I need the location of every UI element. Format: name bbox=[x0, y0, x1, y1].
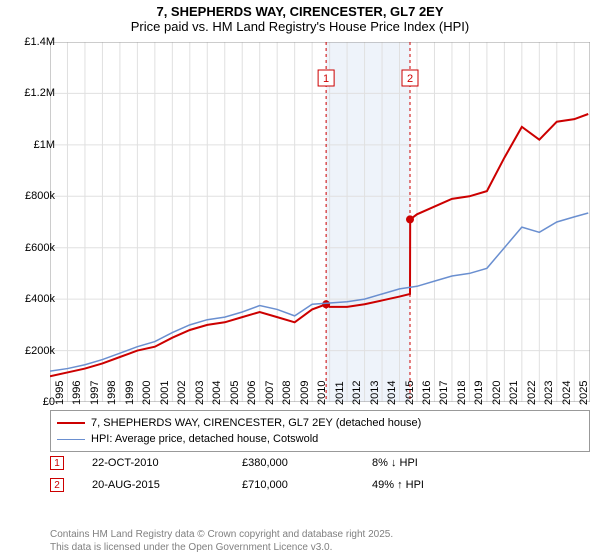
x-tick-label: 2009 bbox=[299, 381, 311, 405]
legend-row-hpi: HPI: Average price, detached house, Cots… bbox=[57, 431, 583, 447]
legend-label-price-paid: 7, SHEPHERDS WAY, CIRENCESTER, GL7 2EY (… bbox=[91, 417, 421, 429]
x-tick-label: 2000 bbox=[141, 381, 153, 405]
footer: Contains HM Land Registry data © Crown c… bbox=[50, 528, 393, 554]
sale-marker-1: 1 bbox=[50, 456, 64, 470]
legend-row-price-paid: 7, SHEPHERDS WAY, CIRENCESTER, GL7 2EY (… bbox=[57, 415, 583, 431]
sale-price-1: £380,000 bbox=[242, 457, 372, 469]
x-tick-label: 2022 bbox=[526, 381, 538, 405]
sale-delta-1: 8% ↓ HPI bbox=[372, 457, 492, 469]
x-tick-label: 2004 bbox=[211, 381, 223, 405]
x-tick-label: 2013 bbox=[369, 381, 381, 405]
title-block: 7, SHEPHERDS WAY, CIRENCESTER, GL7 2EY P… bbox=[0, 0, 600, 36]
x-tick-label: 2010 bbox=[316, 381, 328, 405]
sale-date-2: 20-AUG-2015 bbox=[92, 479, 242, 491]
x-tick-label: 2021 bbox=[508, 381, 520, 405]
x-tick-label: 2006 bbox=[246, 381, 258, 405]
x-tick-label: 2001 bbox=[159, 381, 171, 405]
x-tick-label: 2017 bbox=[438, 381, 450, 405]
svg-text:2: 2 bbox=[407, 73, 413, 85]
legend-swatch-hpi bbox=[57, 439, 85, 440]
x-tick-label: 2025 bbox=[578, 381, 590, 405]
y-tick-label: £800k bbox=[5, 190, 55, 202]
x-tick-label: 1998 bbox=[106, 381, 118, 405]
sale-marker-2: 2 bbox=[50, 478, 64, 492]
legend-label-hpi: HPI: Average price, detached house, Cots… bbox=[91, 433, 318, 445]
legend-swatch-price-paid bbox=[57, 422, 85, 424]
x-tick-label: 2023 bbox=[543, 381, 555, 405]
x-tick-label: 1999 bbox=[124, 381, 136, 405]
x-tick-label: 2015 bbox=[404, 381, 416, 405]
x-tick-label: 1995 bbox=[54, 381, 66, 405]
y-tick-label: £600k bbox=[5, 242, 55, 254]
y-tick-label: £200k bbox=[5, 345, 55, 357]
y-tick-label: £1M bbox=[5, 139, 55, 151]
line-chart: 12 bbox=[50, 42, 590, 402]
x-tick-label: 2014 bbox=[386, 381, 398, 405]
y-tick-label: £1.2M bbox=[5, 87, 55, 99]
x-tick-label: 2012 bbox=[351, 381, 363, 405]
sale-row-1: 1 22-OCT-2010 £380,000 8% ↓ HPI bbox=[50, 452, 590, 474]
x-tick-label: 2020 bbox=[491, 381, 503, 405]
sale-date-1: 22-OCT-2010 bbox=[92, 457, 242, 469]
sale-delta-2: 49% ↑ HPI bbox=[372, 479, 492, 491]
x-tick-label: 2011 bbox=[334, 381, 346, 405]
x-tick-label: 2024 bbox=[561, 381, 573, 405]
y-tick-label: £0 bbox=[5, 396, 55, 408]
x-tick-label: 1996 bbox=[71, 381, 83, 405]
x-tick-label: 2003 bbox=[194, 381, 206, 405]
footer-line1: Contains HM Land Registry data © Crown c… bbox=[50, 528, 393, 541]
sale-price-2: £710,000 bbox=[242, 479, 372, 491]
x-tick-label: 2008 bbox=[281, 381, 293, 405]
x-tick-label: 2007 bbox=[264, 381, 276, 405]
x-tick-label: 2005 bbox=[229, 381, 241, 405]
title-line2: Price paid vs. HM Land Registry's House … bbox=[0, 19, 600, 34]
chart-container: 7, SHEPHERDS WAY, CIRENCESTER, GL7 2EY P… bbox=[0, 0, 600, 560]
x-tick-label: 2018 bbox=[456, 381, 468, 405]
sale-row-2: 2 20-AUG-2015 £710,000 49% ↑ HPI bbox=[50, 474, 590, 496]
footer-line2: This data is licensed under the Open Gov… bbox=[50, 541, 393, 554]
y-tick-label: £1.4M bbox=[5, 36, 55, 48]
legend: 7, SHEPHERDS WAY, CIRENCESTER, GL7 2EY (… bbox=[50, 410, 590, 452]
sales-table: 1 22-OCT-2010 £380,000 8% ↓ HPI 2 20-AUG… bbox=[50, 452, 590, 496]
x-tick-label: 1997 bbox=[89, 381, 101, 405]
x-tick-label: 2002 bbox=[176, 381, 188, 405]
y-tick-label: £400k bbox=[5, 293, 55, 305]
title-line1: 7, SHEPHERDS WAY, CIRENCESTER, GL7 2EY bbox=[0, 4, 600, 19]
x-tick-label: 2016 bbox=[421, 381, 433, 405]
svg-text:1: 1 bbox=[323, 73, 329, 85]
x-tick-label: 2019 bbox=[473, 381, 485, 405]
